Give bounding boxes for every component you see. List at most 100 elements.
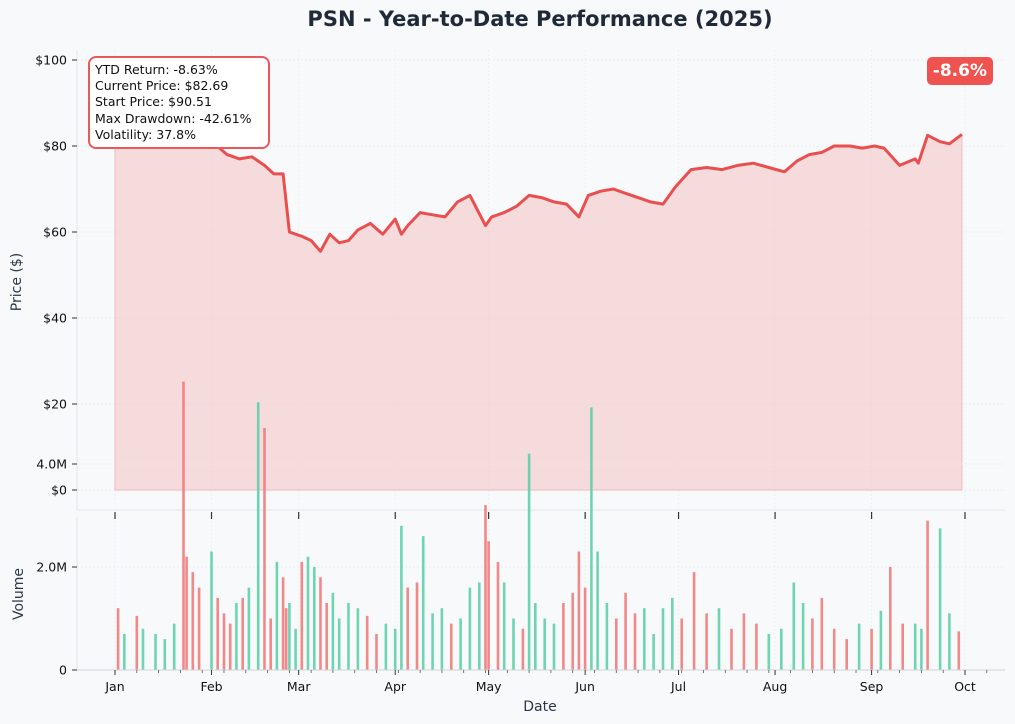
volume-bar bbox=[163, 639, 167, 670]
volume-bar bbox=[571, 592, 574, 671]
volume-bar bbox=[191, 572, 195, 670]
volume-bar bbox=[393, 628, 397, 670]
chart-title: PSN - Year-to-Date Performance (2025) bbox=[307, 7, 772, 31]
volume-bar bbox=[281, 577, 285, 670]
volume-bar bbox=[478, 582, 481, 670]
volume-bar bbox=[222, 613, 226, 670]
stats-box: YTD Return: -8.63% Current Price: $82.69… bbox=[88, 56, 270, 150]
date-tick-label: Apr bbox=[384, 679, 406, 694]
volume-bar bbox=[527, 453, 531, 670]
volume-bar bbox=[879, 610, 883, 670]
volume-bar bbox=[780, 628, 783, 670]
volume-bar bbox=[300, 561, 304, 670]
volume-bar bbox=[705, 613, 708, 670]
volume-bar bbox=[263, 428, 266, 670]
volume-bar bbox=[792, 582, 796, 670]
volume-y-tick-label: 2.0M bbox=[36, 560, 67, 575]
volume-bar bbox=[135, 615, 139, 670]
volume-bar bbox=[643, 608, 646, 670]
volume-y-tick-label: 0 bbox=[59, 663, 67, 678]
volume-bar bbox=[185, 556, 188, 670]
volume-bar bbox=[577, 551, 581, 670]
date-tick-label: Jan bbox=[104, 679, 124, 694]
volume-bar bbox=[356, 608, 360, 670]
volume-bar bbox=[562, 603, 565, 670]
volume-bar bbox=[767, 634, 771, 670]
date-tick-label: Jun bbox=[574, 679, 595, 694]
volume-bar bbox=[692, 572, 696, 670]
volume-bar bbox=[228, 623, 232, 670]
volume-bar bbox=[331, 592, 335, 671]
volume-y-axis-label: Volume bbox=[11, 568, 27, 620]
current-price-stat: Current Price: $82.69 bbox=[95, 78, 229, 94]
volume-bar bbox=[671, 597, 674, 670]
volume-y-ticks: 0 2.0M 4.0M bbox=[36, 457, 77, 678]
volume-bar bbox=[913, 623, 917, 670]
volume-bar bbox=[172, 623, 176, 670]
volume-bar bbox=[717, 608, 721, 670]
volume-bar bbox=[543, 618, 546, 670]
date-tick-label: Mar bbox=[287, 679, 311, 694]
volume-bars bbox=[116, 381, 961, 671]
volume-bar bbox=[313, 567, 316, 670]
price-y-tick-label: $100 bbox=[35, 53, 67, 68]
volume-bar bbox=[845, 639, 848, 670]
price-y-tick-label: $20 bbox=[43, 397, 67, 412]
volume-bar bbox=[870, 628, 873, 670]
volume-bar bbox=[384, 623, 388, 670]
volume-bar bbox=[811, 618, 814, 670]
volume-bar bbox=[141, 628, 145, 670]
date-x-ticks: Jan Feb Mar Apr May Jun Jul Aug Sep Oct bbox=[104, 512, 988, 694]
date-x-axis-label: Date bbox=[523, 699, 556, 715]
volume-bar bbox=[421, 536, 425, 670]
date-tick-label: May bbox=[476, 679, 502, 694]
volume-bar bbox=[742, 613, 746, 670]
volatility-stat: Volatility: 37.8% bbox=[95, 126, 196, 142]
date-tick-label: Aug bbox=[763, 679, 787, 694]
volume-bar bbox=[624, 592, 627, 671]
volume-bar bbox=[116, 608, 120, 670]
volume-bar bbox=[306, 556, 310, 670]
volume-bar bbox=[415, 582, 419, 670]
volume-bar bbox=[901, 623, 904, 670]
volume-bar bbox=[375, 634, 378, 670]
volume-bar bbox=[325, 603, 328, 670]
volume-bar bbox=[450, 623, 453, 670]
volume-bar bbox=[957, 631, 961, 670]
volume-panel: 0 2.0M 4.0M Jan Feb Mar Apr May Jun Jul Aug Sep Oct… bbox=[11, 381, 1005, 715]
volume-bar bbox=[487, 541, 490, 671]
price-y-ticks: $0 $20 $40 $60 $80 $100 bbox=[35, 53, 77, 498]
volume-bar bbox=[583, 587, 587, 670]
volume-bar bbox=[889, 567, 892, 670]
volume-bar bbox=[241, 597, 244, 670]
ytd-return-stat: YTD Return: -8.63% bbox=[95, 62, 218, 77]
volume-bar bbox=[154, 634, 157, 670]
price-y-tick-label: $40 bbox=[43, 311, 67, 326]
volume-bar bbox=[319, 577, 322, 670]
price-y-axis-label: Price ($) bbox=[9, 253, 25, 311]
volume-bar bbox=[216, 597, 219, 670]
volume-bar bbox=[512, 618, 515, 670]
volume-bar bbox=[197, 587, 201, 670]
volume-bar bbox=[661, 608, 665, 670]
volume-bar bbox=[459, 618, 462, 670]
volume-bar bbox=[801, 603, 805, 670]
volume-bar bbox=[680, 618, 683, 670]
date-tick-label: Feb bbox=[200, 679, 222, 694]
volume-bar bbox=[926, 520, 929, 670]
volume-bar bbox=[596, 551, 599, 670]
volume-bar bbox=[605, 603, 609, 670]
volume-bar bbox=[938, 528, 942, 670]
volume-bar bbox=[615, 618, 618, 670]
volume-bar bbox=[857, 623, 861, 670]
volume-bar bbox=[182, 381, 185, 670]
volume-bar bbox=[440, 608, 444, 670]
volume-bar bbox=[755, 623, 758, 670]
volume-bar bbox=[275, 561, 279, 670]
start-price-stat: Start Price: $90.51 bbox=[95, 94, 212, 110]
volume-bar bbox=[235, 603, 238, 670]
volume-bar bbox=[210, 551, 213, 670]
date-tick-label: Oct bbox=[954, 679, 976, 694]
volume-bar bbox=[284, 608, 288, 670]
volume-bar bbox=[247, 587, 251, 670]
